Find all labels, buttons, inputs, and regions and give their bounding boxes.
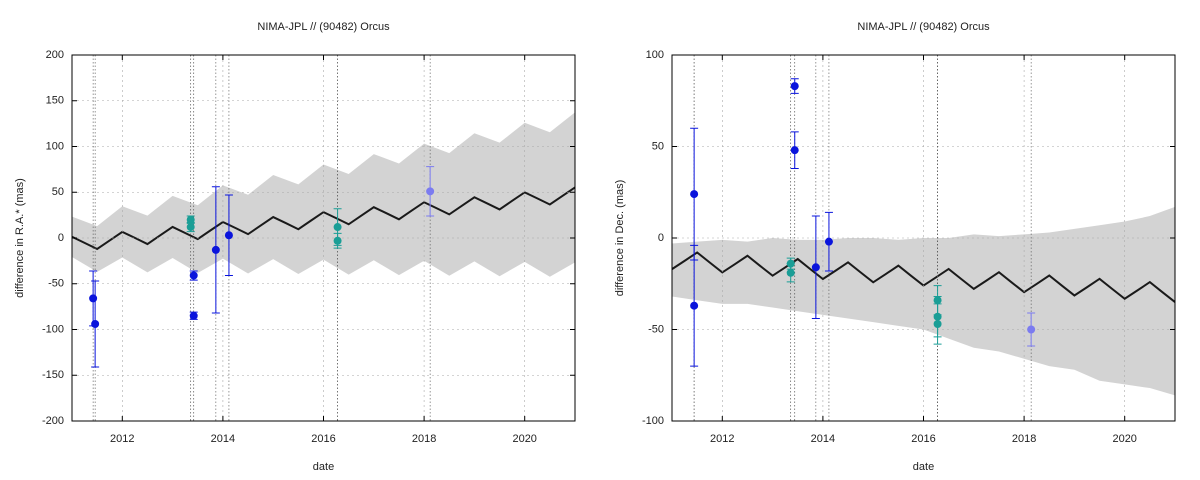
data-point: [211, 245, 220, 254]
x-axis-label: date: [913, 461, 934, 473]
y-tick-label: -50: [648, 323, 664, 335]
x-tick-label: 2014: [811, 433, 835, 445]
panel: NIMA-JPL // (90482) Orcus date difference …: [614, 21, 1176, 473]
data-point: [426, 187, 435, 196]
y-tick-label: -150: [42, 369, 64, 381]
x-tick-label: 2014: [211, 433, 235, 445]
data-point: [690, 190, 699, 199]
data-point: [933, 320, 942, 329]
y-tick-label: -100: [642, 415, 664, 427]
y-tick-label: -100: [42, 323, 64, 335]
plot-area: [72, 55, 575, 421]
data-point: [89, 294, 98, 303]
y-tick-label: 50: [652, 140, 664, 152]
chart-title: NIMA-JPL // (90482) Orcus: [857, 21, 990, 33]
model-line: [72, 186, 575, 251]
x-tick-label: 2012: [110, 433, 134, 445]
data-point: [790, 82, 799, 91]
y-tick-label: 100: [646, 49, 664, 61]
y-tick-label: 0: [58, 232, 64, 244]
x-tick-label: 2016: [911, 433, 935, 445]
data-point: [189, 271, 198, 280]
data-point: [91, 320, 100, 329]
y-axis-label: difference in Dec. (mas): [614, 180, 626, 297]
data-point: [1027, 325, 1036, 334]
y-tick-label: -50: [48, 278, 64, 290]
x-tick-label: 2020: [512, 433, 536, 445]
x-tick-label: 2012: [710, 433, 734, 445]
x-axis-label: date: [313, 461, 334, 473]
data-point: [690, 301, 699, 310]
y-tick-label: 0: [658, 232, 664, 244]
data-point: [811, 263, 820, 272]
uncertainty-band: [72, 112, 575, 277]
y-tick-label: 50: [52, 186, 64, 198]
x-tick-label: 2018: [412, 433, 436, 445]
x-tick-label: 2016: [311, 433, 335, 445]
y-tick-label: -200: [42, 415, 64, 427]
panel: NIMA-JPL // (90482) Orcus date difference …: [14, 21, 576, 473]
data-point: [186, 215, 195, 224]
data-point: [824, 237, 833, 246]
data-point: [790, 146, 799, 155]
data-point: [786, 268, 795, 277]
y-tick-label: 150: [46, 95, 64, 107]
y-tick-label: 200: [46, 49, 64, 61]
data-point: [333, 223, 342, 232]
data-point: [224, 231, 233, 240]
y-tick-label: 100: [46, 140, 64, 152]
data-point: [189, 311, 198, 320]
data-point: [186, 223, 195, 232]
data-point: [333, 236, 342, 245]
x-tick-label: 2020: [1112, 433, 1136, 445]
y-axis-label: difference in R.A.* (mas): [14, 178, 26, 298]
plot-area: [672, 55, 1175, 421]
chart-title: NIMA-JPL // (90482) Orcus: [257, 21, 390, 33]
x-tick-label: 2018: [1012, 433, 1036, 445]
